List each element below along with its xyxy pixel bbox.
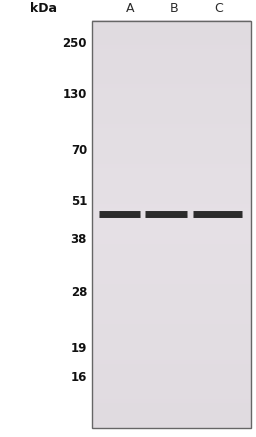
Text: B: B: [170, 2, 178, 15]
Text: C: C: [215, 2, 223, 15]
Text: kDa: kDa: [30, 2, 57, 15]
Text: A: A: [126, 2, 135, 15]
Text: 19: 19: [71, 342, 87, 355]
Text: 28: 28: [71, 286, 87, 299]
Text: 38: 38: [71, 233, 87, 246]
Text: 16: 16: [71, 371, 87, 384]
Text: 51: 51: [71, 195, 87, 208]
Text: 250: 250: [62, 37, 87, 50]
Bar: [92, 21, 251, 428]
Text: 130: 130: [63, 88, 87, 101]
Text: 70: 70: [71, 145, 87, 157]
